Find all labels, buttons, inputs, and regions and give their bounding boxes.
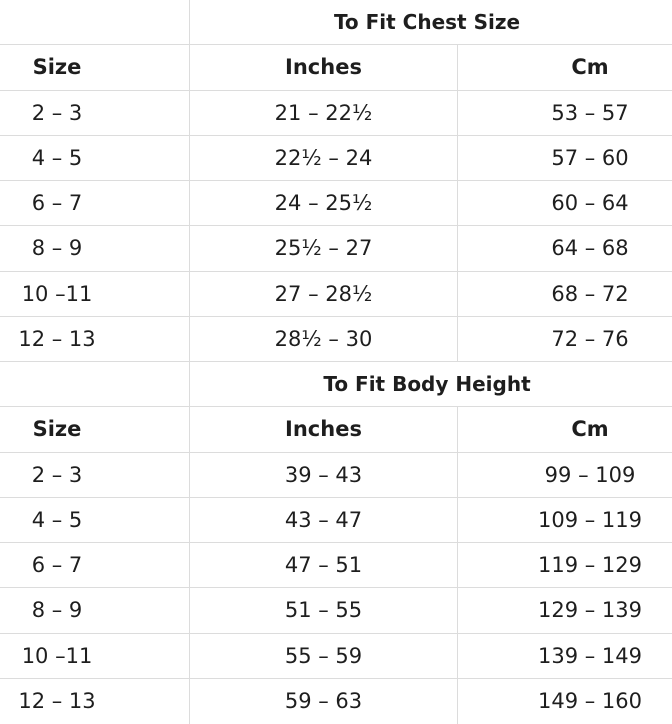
data-cell: 109 – 119 bbox=[537, 507, 642, 532]
data-cell: 68 – 72 bbox=[551, 281, 629, 306]
data-cell: 27 – 28½ bbox=[190, 271, 458, 316]
data-row: 6 – 7 24 – 25½ 60 – 64 bbox=[0, 181, 672, 227]
header-cell: Cm bbox=[571, 417, 609, 442]
data-cell: 28½ – 30 bbox=[190, 316, 458, 361]
section-title-row: To Fit Body Height bbox=[0, 362, 672, 408]
data-row: 4 – 5 43 – 47 109 – 119 bbox=[0, 497, 672, 543]
data-cell: 57 – 60 bbox=[551, 145, 629, 170]
blank-cell bbox=[0, 0, 190, 45]
data-cell: 51 – 55 bbox=[190, 588, 458, 633]
data-cell: 53 – 57 bbox=[551, 100, 629, 125]
data-cell: 43 – 47 bbox=[190, 497, 458, 542]
header-row: Size Inches Cm bbox=[0, 45, 672, 91]
data-row: 2 – 3 21 – 22½ 53 – 57 bbox=[0, 90, 672, 136]
data-cell: 22½ – 24 bbox=[190, 135, 458, 180]
data-cell: 2 – 3 bbox=[0, 452, 190, 497]
data-cell: 39 – 43 bbox=[190, 452, 458, 497]
header-cell: Size bbox=[0, 45, 190, 90]
header-cell: Inches bbox=[190, 407, 458, 452]
data-row: 4 – 5 22½ – 24 57 – 60 bbox=[0, 135, 672, 181]
header-cell: Cm bbox=[571, 55, 609, 80]
data-cell: 59 – 63 bbox=[190, 678, 458, 724]
data-cell: 64 – 68 bbox=[551, 236, 629, 261]
data-cell: 129 – 139 bbox=[537, 598, 642, 623]
section-title: To Fit Body Height bbox=[323, 372, 531, 397]
data-row: 10 –11 27 – 28½ 68 – 72 bbox=[0, 271, 672, 317]
data-cell: 8 – 9 bbox=[0, 226, 190, 271]
data-cell: 47 – 51 bbox=[190, 543, 458, 588]
data-row: 8 – 9 51 – 55 129 – 139 bbox=[0, 588, 672, 634]
section-title-row: To Fit Chest Size bbox=[0, 0, 672, 46]
data-cell: 139 – 149 bbox=[537, 643, 642, 668]
data-cell: 10 –11 bbox=[0, 271, 190, 316]
section-title: To Fit Chest Size bbox=[333, 10, 521, 35]
data-cell: 6 – 7 bbox=[0, 543, 190, 588]
data-row: 12 – 13 28½ – 30 72 – 76 bbox=[0, 316, 672, 362]
data-cell: 6 – 7 bbox=[0, 181, 190, 226]
data-cell: 119 – 129 bbox=[537, 553, 642, 578]
header-cell: Size bbox=[0, 407, 190, 452]
data-row: 2 – 3 39 – 43 99 – 109 bbox=[0, 452, 672, 498]
data-cell: 25½ – 27 bbox=[190, 226, 458, 271]
data-cell: 2 – 3 bbox=[0, 90, 190, 135]
blank-cell bbox=[0, 362, 190, 407]
data-cell: 149 – 160 bbox=[537, 689, 642, 714]
data-cell: 72 – 76 bbox=[551, 326, 629, 351]
data-row: 6 – 7 47 – 51 119 – 129 bbox=[0, 543, 672, 589]
data-cell: 4 – 5 bbox=[0, 135, 190, 180]
data-cell: 10 –11 bbox=[0, 633, 190, 678]
header-cell: Inches bbox=[190, 45, 458, 90]
data-row: 10 –11 55 – 59 139 – 149 bbox=[0, 633, 672, 679]
data-cell: 12 – 13 bbox=[0, 316, 190, 361]
data-cell: 4 – 5 bbox=[0, 497, 190, 542]
data-row: 8 – 9 25½ – 27 64 – 68 bbox=[0, 226, 672, 272]
data-cell: 21 – 22½ bbox=[190, 90, 458, 135]
data-row: 12 – 13 59 – 63 149 – 160 bbox=[0, 678, 672, 724]
data-cell: 24 – 25½ bbox=[190, 181, 458, 226]
data-cell: 12 – 13 bbox=[0, 678, 190, 724]
data-cell: 55 – 59 bbox=[190, 633, 458, 678]
data-cell: 60 – 64 bbox=[551, 191, 629, 216]
data-cell: 8 – 9 bbox=[0, 588, 190, 633]
data-cell: 99 – 109 bbox=[544, 462, 636, 487]
header-row: Size Inches Cm bbox=[0, 407, 672, 453]
